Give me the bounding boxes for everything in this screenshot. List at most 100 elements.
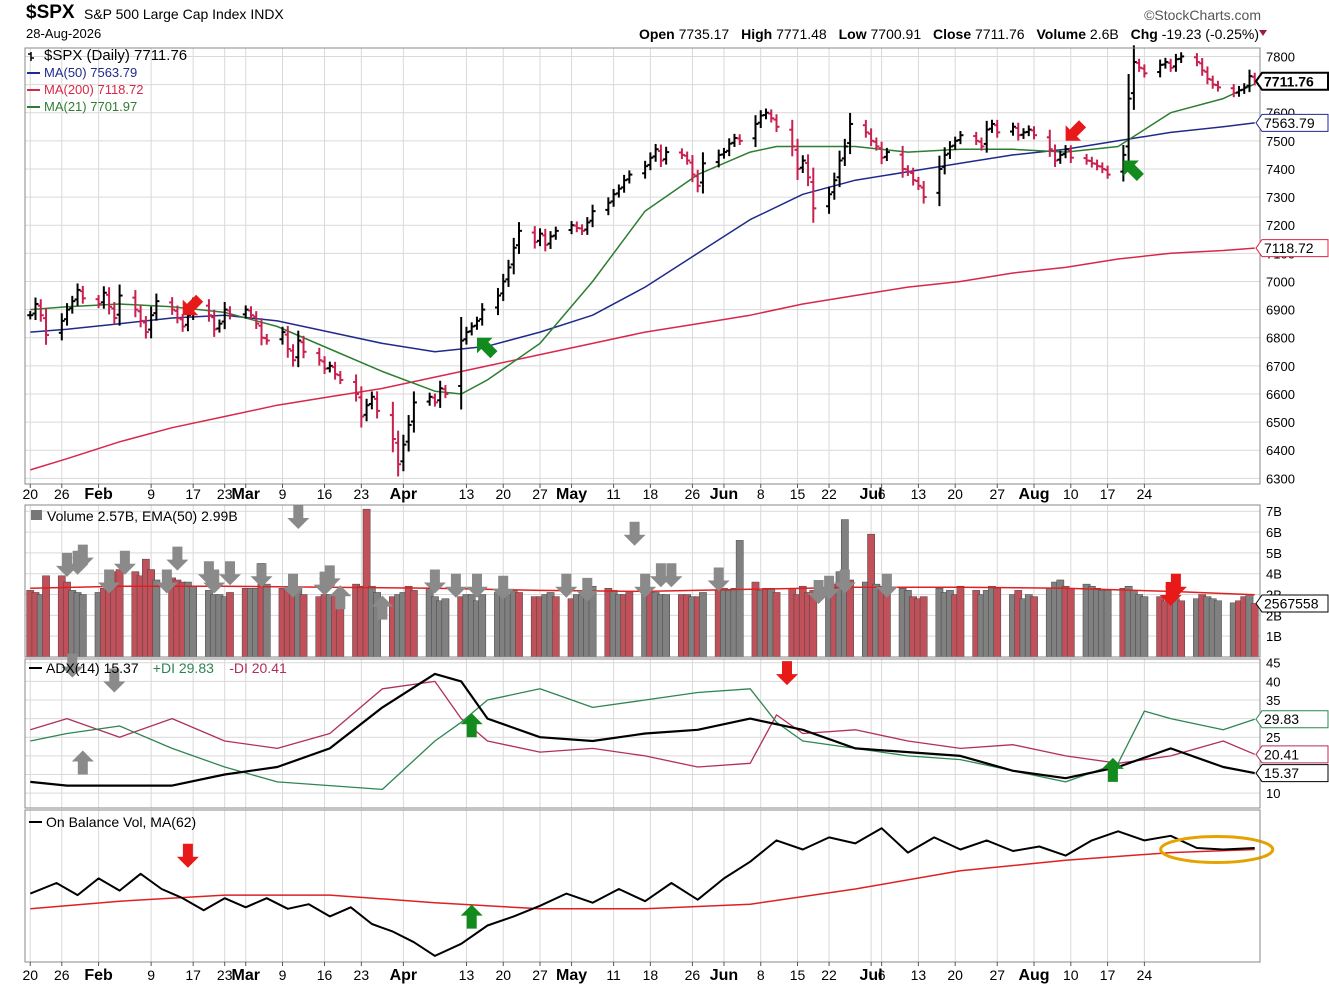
brand-logo[interactable]: ©StockCharts.com	[1144, 7, 1261, 23]
volume-signal-arrow-icon	[329, 585, 352, 610]
y-tick-label: 45	[1266, 656, 1280, 671]
price-tag-box	[1255, 113, 1329, 132]
x-tick-label: 18	[643, 486, 659, 502]
adx-tag-box	[1255, 745, 1329, 764]
volume-label: Volume	[1036, 26, 1087, 42]
volume-signal-arrow-icon	[56, 552, 78, 577]
x-tick-label: 27	[989, 486, 1005, 502]
adx-tag-box	[1255, 764, 1329, 783]
obv-ma-line	[30, 848, 1255, 910]
price-signal-arrow-icon	[1065, 120, 1087, 141]
obv-line	[29, 827, 1255, 957]
x-tick-label: 11	[606, 967, 621, 983]
x-tick-label: Feb	[84, 967, 113, 984]
price-tag: 7711.76	[1264, 73, 1314, 89]
volume-signal-arrow-icon	[98, 569, 121, 594]
x-tick-label: May	[556, 967, 587, 984]
x-tick-label: 15	[790, 967, 806, 983]
x-tick-label: 27	[989, 967, 1005, 983]
x-tick-label: 24	[1137, 967, 1153, 983]
x-tick-label: Jul	[860, 486, 883, 503]
x-tick-label: 20	[495, 486, 511, 502]
volume-signal-arrow-icon	[1159, 582, 1182, 606]
volume-signal-arrow-icon	[555, 573, 578, 598]
y-tick-label: 4B	[1266, 567, 1282, 582]
x-tick-label: 22	[821, 967, 837, 983]
volume-signal-arrow-icon	[660, 563, 683, 588]
x-tick-label: Feb	[84, 486, 113, 503]
adx-signal-arrow-icon	[61, 653, 84, 678]
adx-tag: 29.83	[1264, 711, 1299, 727]
x-tick-label: 27	[532, 486, 548, 502]
x-tick-label: 20	[22, 486, 38, 502]
y-tick-label: 6900	[1266, 303, 1295, 318]
x-tick-label: Aug	[1018, 967, 1049, 984]
volume-bar	[735, 540, 744, 658]
volume-signal-arrow-icon	[807, 580, 830, 604]
x-tick-label: 23	[354, 486, 370, 502]
x-tick-label: 23	[217, 967, 233, 983]
volume-value: 2.6B	[1089, 26, 1119, 42]
x-tick-label: 6	[878, 967, 886, 983]
y-tick-label: 7500	[1266, 134, 1295, 149]
panel-frame	[24, 809, 1261, 963]
x-tick-label: 17	[185, 486, 201, 502]
ma200-line	[30, 247, 1255, 471]
x-tick-label: 22	[821, 486, 837, 502]
y-tick-label: 7300	[1266, 190, 1295, 205]
ticker-symbol[interactable]: $SPX	[26, 2, 75, 23]
volume-bar	[1177, 600, 1186, 658]
price-tag-box	[1255, 239, 1329, 258]
x-tick-label: 11	[606, 486, 621, 502]
volume-bar	[441, 598, 450, 658]
adx-signal-arrow-icon	[460, 713, 483, 738]
x-tick-label: 18	[643, 967, 659, 983]
open-value: 7735.17	[678, 26, 730, 42]
volume-signal-arrow-icon	[282, 573, 304, 598]
obv-signal-arrow-icon	[176, 843, 199, 868]
x-tick-label: Apr	[390, 967, 418, 984]
y-tick-label: 5B	[1266, 546, 1282, 561]
x-tick-label: 13	[911, 486, 927, 502]
volume-bar	[515, 592, 523, 658]
volume-legend: Volume 2.57B, EMA(50) 2.99B	[47, 508, 238, 524]
volume-signal-arrow-icon	[818, 575, 841, 600]
volume-tag: 2567558	[1264, 595, 1319, 611]
ellipse-marker-icon	[1159, 835, 1275, 865]
low-label: Low	[838, 26, 867, 42]
y-tick-label: 6800	[1266, 331, 1295, 346]
y-tick-label: 25	[1266, 730, 1280, 745]
y-tick-label: 6500	[1266, 415, 1295, 430]
volume-bar	[226, 592, 234, 658]
volume-bar	[262, 583, 271, 658]
volume-signal-arrow-icon	[250, 563, 273, 588]
y-tick-label: 7400	[1266, 162, 1295, 177]
volume-bar	[919, 596, 928, 658]
adx-tag: 15.37	[1264, 765, 1299, 781]
volume-bar	[1140, 596, 1149, 658]
x-tick-label: 26	[54, 967, 70, 983]
volume-bar	[478, 594, 487, 658]
adx-signal-arrow-icon	[1101, 757, 1124, 782]
adx-legend-item: ADX(14) 15.37	[46, 660, 139, 676]
volume-bar	[846, 579, 854, 658]
volume-legend-icon	[31, 510, 42, 520]
adx-signal-arrow-icon	[776, 661, 798, 686]
y-tick-label: 7200	[1266, 218, 1295, 233]
price-legend-item: MA(21) 7701.97	[44, 99, 137, 114]
open-label: Open	[638, 26, 675, 42]
obv-legend: On Balance Vol, MA(62)	[46, 814, 196, 830]
y-tick-label: 6700	[1266, 359, 1295, 374]
x-tick-label: Aug	[1018, 486, 1049, 503]
volume-signal-arrow-icon	[203, 569, 226, 594]
volume-signal-arrow-icon	[492, 575, 515, 600]
y-tick-label: 6600	[1266, 387, 1295, 402]
volume-signal-arrow-icon	[166, 546, 189, 571]
x-tick-label: Apr	[390, 486, 418, 503]
y-tick-label: 6B	[1266, 525, 1282, 540]
x-tick-label: Jul	[860, 967, 883, 984]
x-tick-label: 24	[1137, 486, 1153, 502]
volume-signal-arrow-icon	[576, 577, 599, 602]
volume-signal-arrow-icon	[71, 544, 94, 569]
